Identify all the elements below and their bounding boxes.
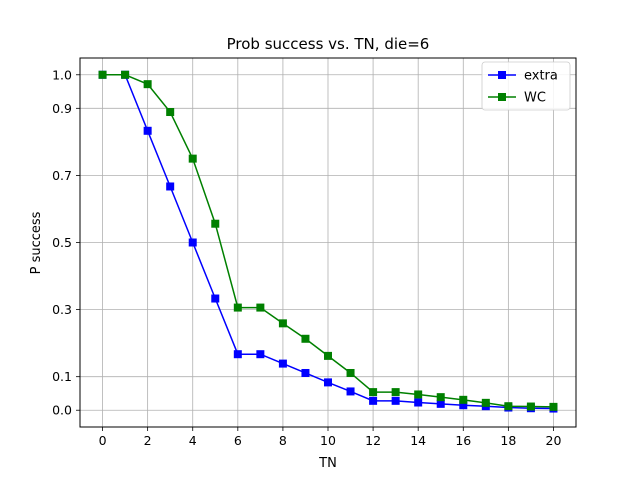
data-point-WC [98, 70, 107, 79]
y-tick-label: 0.3 [52, 302, 72, 317]
data-point-WC [143, 80, 152, 89]
x-tick-label: 4 [189, 433, 197, 448]
data-point-extra [346, 387, 355, 396]
y-tick-label: 1.0 [52, 67, 72, 82]
legend-marker-extra [498, 71, 506, 79]
y-axis-label: P success [29, 211, 44, 274]
x-tick-label: 6 [234, 433, 242, 448]
data-point-WC [188, 154, 197, 163]
x-tick-label: 16 [455, 433, 471, 448]
data-point-WC [504, 402, 513, 411]
data-point-WC [233, 303, 242, 312]
legend-marker-WC [498, 93, 506, 101]
legend-label-WC: WC [524, 91, 546, 106]
x-tick-label: 8 [279, 433, 287, 448]
data-point-WC [459, 395, 468, 404]
x-tick-label: 2 [144, 433, 152, 448]
data-point-extra [278, 359, 287, 368]
data-point-extra [301, 368, 310, 377]
data-point-WC [346, 368, 355, 377]
data-point-WC [301, 334, 310, 343]
y-tick-label: 0.5 [52, 235, 72, 250]
data-point-extra [391, 396, 400, 405]
data-point-extra [188, 238, 197, 247]
data-point-WC [256, 303, 265, 312]
data-point-WC [391, 388, 400, 397]
legend-label-extra: extra [524, 69, 558, 84]
y-tick-label: 0.9 [52, 101, 72, 116]
data-point-WC [166, 108, 175, 117]
data-point-WC [549, 402, 558, 411]
data-point-WC [436, 393, 445, 402]
data-point-extra [233, 350, 242, 359]
axes: 0 2 4 6 8 10 12 14 16 18 20 0.0 0.1 0.3 0.5 0.7 0.9 1.0 [52, 67, 561, 448]
x-tick-label: 12 [365, 433, 381, 448]
data-point-extra [459, 401, 468, 410]
data-point-WC [414, 390, 423, 399]
data-point-WC [121, 70, 130, 79]
series-WC [98, 70, 558, 411]
x-axis-label: TN [318, 456, 337, 471]
data-point-WC [211, 219, 220, 228]
grid [80, 58, 576, 427]
x-tick-label: 18 [500, 433, 516, 448]
x-tick-label: 10 [320, 433, 336, 448]
chart-title: Prob success vs. TN, die=6 [227, 35, 430, 53]
data-point-WC [526, 402, 535, 411]
y-tick-label: 0.7 [52, 168, 72, 183]
data-point-extra [324, 378, 332, 387]
x-tick-label: 14 [410, 433, 426, 448]
y-tick-label: 0.0 [52, 403, 72, 418]
x-tick-label: 20 [546, 433, 562, 448]
data-point-WC [324, 351, 332, 360]
data-point-extra [211, 294, 220, 303]
data-point-extra [166, 182, 175, 191]
data-point-extra [436, 399, 445, 408]
data-point-extra [256, 350, 265, 359]
series-layer [98, 70, 558, 413]
data-point-extra [143, 126, 152, 135]
data-point-WC [369, 388, 378, 397]
data-point-WC [278, 319, 287, 328]
data-point-extra [414, 398, 423, 407]
data-point-extra [369, 396, 378, 405]
data-point-WC [481, 398, 490, 407]
x-tick-label: 0 [99, 433, 107, 448]
y-tick-label: 0.1 [52, 369, 72, 384]
legend: extra WC [481, 61, 571, 111]
